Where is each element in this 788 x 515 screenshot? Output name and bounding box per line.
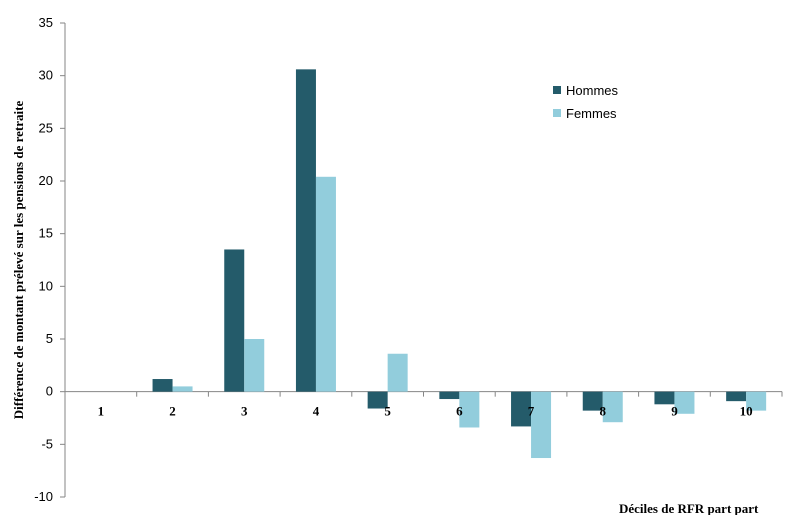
bar-femmes-7 xyxy=(531,391,552,459)
bar-hommes-10 xyxy=(726,391,747,402)
x-axis-title: Déciles de RFR part part xyxy=(619,501,759,515)
bar-hommes-6 xyxy=(439,391,460,400)
bar-hommes-5 xyxy=(367,391,388,409)
x-category-label: 3 xyxy=(241,404,248,419)
x-category-label: 2 xyxy=(169,404,176,419)
y-tick-label: 20 xyxy=(39,173,53,188)
bar-hommes-2 xyxy=(152,379,173,392)
bar-femmes-8 xyxy=(602,391,623,423)
y-tick-label: 0 xyxy=(46,384,53,399)
bar-femmes-4 xyxy=(315,176,336,392)
y-tick-label: -10 xyxy=(34,489,53,504)
y-tick-label: -5 xyxy=(41,436,53,451)
x-category-label: 4 xyxy=(313,404,320,419)
legend-swatch-femmes xyxy=(553,109,561,117)
bar-femmes-2 xyxy=(172,386,193,392)
bar-femmes-3 xyxy=(244,339,265,392)
bar-hommes-3 xyxy=(224,249,245,392)
y-tick-label: 15 xyxy=(39,226,53,241)
y-tick-label: 35 xyxy=(39,15,53,30)
bar-femmes-6 xyxy=(459,391,480,428)
x-category-label: 8 xyxy=(600,404,607,419)
y-tick-label: 25 xyxy=(39,120,53,135)
legend-swatch-hommes xyxy=(553,86,561,94)
x-category-label: 7 xyxy=(528,404,535,419)
plot-area: -10 -5 0 5 10 15 20 25 30 35 1 2 3 4 5 6 7 8 9 10 xyxy=(34,15,783,504)
bar-femmes-10 xyxy=(746,391,767,411)
y-axis-title: Différence de montant prélevé sur les pe… xyxy=(11,101,26,420)
x-category-label: 1 xyxy=(98,404,105,419)
y-tick-label: 10 xyxy=(39,278,53,293)
legend-label-femmes: Femmes xyxy=(566,106,617,121)
bar-femmes-5 xyxy=(387,353,408,392)
legend-label-hommes: Hommes xyxy=(566,83,619,98)
bar-hommes-8 xyxy=(582,391,603,411)
legend: Hommes Femmes xyxy=(553,83,619,121)
x-category-label: 10 xyxy=(740,404,753,419)
bar-hommes-4 xyxy=(295,69,316,392)
bar-hommes-7 xyxy=(511,391,532,427)
bar-hommes-9 xyxy=(654,391,675,405)
x-category-label: 6 xyxy=(456,404,463,419)
x-category-label: 5 xyxy=(384,404,391,419)
y-tick-label: 30 xyxy=(39,68,53,83)
y-tick-label: 5 xyxy=(46,331,53,346)
x-category-label: 9 xyxy=(671,404,678,419)
bar-femmes-9 xyxy=(674,391,695,414)
